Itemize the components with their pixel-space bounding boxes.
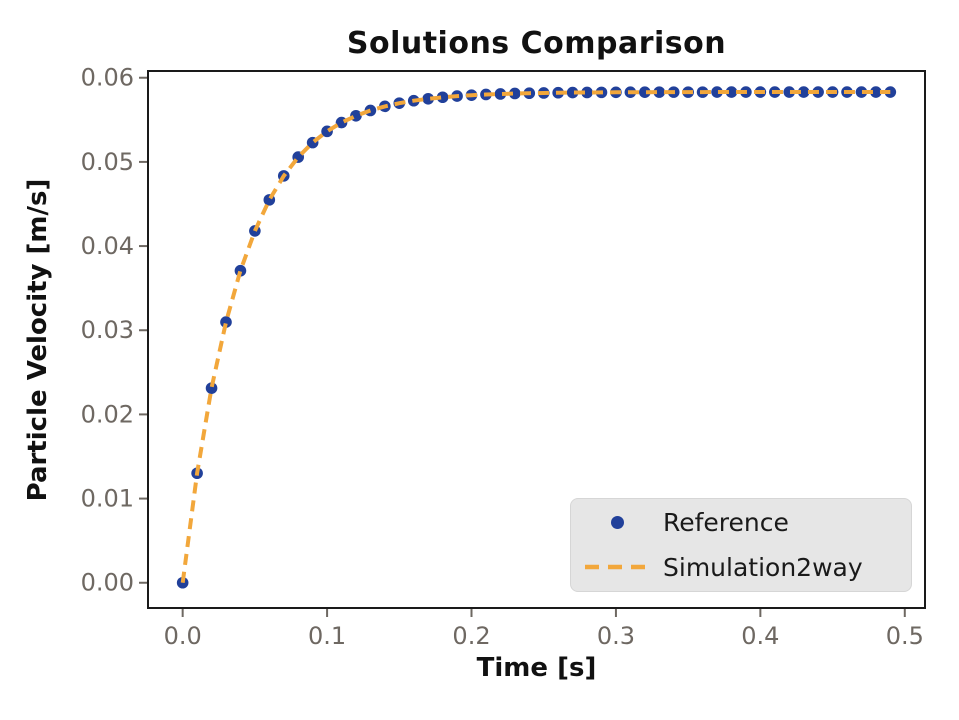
y-tick-label: 0.00 <box>81 569 134 597</box>
axes-frame <box>147 70 926 609</box>
x-tick-label: 0.4 <box>741 622 779 650</box>
legend: Reference Simulation2way <box>570 498 912 592</box>
legend-label-simulation2way: Simulation2way <box>663 552 863 582</box>
reference-point <box>653 86 666 98</box>
y-tick-label: 0.01 <box>81 485 134 513</box>
reference-dot-icon <box>571 516 663 530</box>
reference-point <box>422 92 434 105</box>
x-tick-label: 0.3 <box>597 622 635 650</box>
chart-title: Solutions Comparison <box>346 26 727 61</box>
dashed-line-icon <box>571 563 663 571</box>
x-tick-label: 0.1 <box>308 622 346 650</box>
legend-item-simulation2way: Simulation2way <box>571 546 911 588</box>
reference-point <box>639 86 651 99</box>
simulation2way-line <box>180 90 891 583</box>
reference-point <box>884 86 897 98</box>
legend-label-reference: Reference <box>663 508 789 538</box>
reference-point <box>494 88 507 100</box>
reference-point <box>205 382 218 394</box>
y-tick-label: 0.05 <box>81 148 134 176</box>
reference-point <box>855 86 868 98</box>
y-tick-label: 0.02 <box>81 400 134 428</box>
y-tick-label: 0.04 <box>81 232 134 260</box>
reference-point <box>566 86 579 99</box>
y-axis-label: Particle Velocity [m/s] <box>23 178 53 502</box>
y-tick-label: 0.03 <box>81 316 134 344</box>
reference-point <box>436 91 449 104</box>
reference-point <box>509 87 521 100</box>
reference-point <box>176 576 189 589</box>
reference-point <box>870 86 882 98</box>
reference-point <box>581 86 593 99</box>
x-tick-label: 0.2 <box>452 622 490 650</box>
reference-point <box>711 86 723 98</box>
x-axis-label: Time [s] <box>476 653 597 683</box>
y-tick-label: 0.06 <box>81 64 134 92</box>
reference-point <box>797 86 810 98</box>
reference-point <box>783 86 796 98</box>
legend-item-reference: Reference <box>571 502 911 544</box>
reference-point <box>220 316 232 328</box>
reference-point <box>725 86 738 98</box>
x-tick-label: 0.0 <box>164 622 202 650</box>
x-tick-label: 0.5 <box>886 622 924 650</box>
